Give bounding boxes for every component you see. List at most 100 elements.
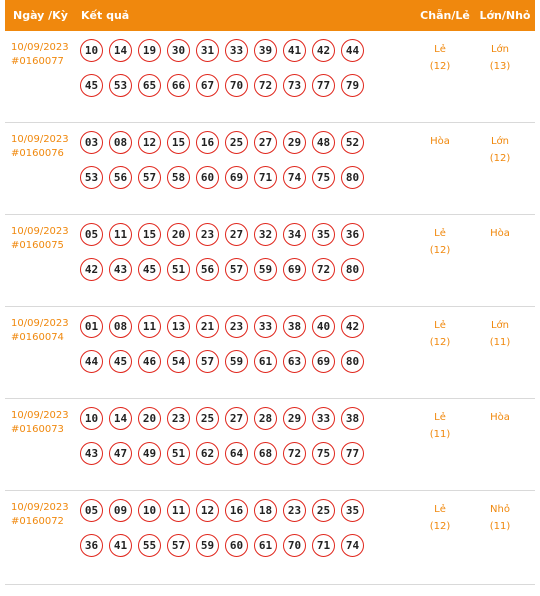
number-ball: 35 <box>341 499 364 522</box>
header-chanle: Chẵn/Lẻ <box>420 9 470 22</box>
number-ball: 70 <box>283 534 306 557</box>
number-ball: 14 <box>109 407 132 430</box>
chanle-value: Lẻ <box>434 228 446 239</box>
number-ball: 80 <box>341 166 364 189</box>
number-ball: 66 <box>167 74 190 97</box>
number-ball: 12 <box>196 499 219 522</box>
number-ball: 20 <box>167 223 190 246</box>
draw-date-cell: 10/09/2023 #0160074 <box>5 307 80 398</box>
number-ball: 61 <box>254 350 277 373</box>
number-ball: 63 <box>283 350 306 373</box>
number-ball: 45 <box>80 74 103 97</box>
draw-id: #0160077 <box>11 56 64 67</box>
lonnho-cell: Lớn (12) <box>470 123 530 214</box>
draw-numbers: 01 08 11 13 21 23 33 38 40 42 44 45 46 54 57 59 61 63 69 80 <box>80 307 410 398</box>
number-ball: 72 <box>283 442 306 465</box>
draw-id: #0160076 <box>11 148 64 159</box>
number-ball: 10 <box>80 39 103 62</box>
number-ball: 42 <box>312 39 335 62</box>
number-line: 01 08 11 13 21 23 33 38 40 42 <box>80 315 410 338</box>
number-line: 43 47 49 51 62 64 68 72 75 77 <box>80 442 410 465</box>
table-row: 10/09/2023 #0160075 05 11 15 20 23 27 32 34 35 36 42… <box>5 215 535 307</box>
number-ball: 46 <box>138 350 161 373</box>
number-ball: 57 <box>196 350 219 373</box>
number-ball: 05 <box>80 499 103 522</box>
number-ball: 23 <box>167 407 190 430</box>
lonnho-cell: Nhỏ (11) <box>470 491 530 584</box>
chanle-cell: Hòa <box>410 123 470 214</box>
chanle-count: (11) <box>429 429 451 440</box>
number-ball: 44 <box>341 39 364 62</box>
number-ball: 33 <box>225 39 248 62</box>
number-ball: 72 <box>254 74 277 97</box>
number-line: 42 43 45 51 56 57 59 69 72 80 <box>80 258 410 281</box>
number-ball: 44 <box>80 350 103 373</box>
number-line: 05 09 10 11 12 16 18 23 25 35 <box>80 499 410 522</box>
number-ball: 67 <box>196 74 219 97</box>
number-ball: 71 <box>254 166 277 189</box>
number-ball: 55 <box>138 534 161 557</box>
number-ball: 41 <box>283 39 306 62</box>
number-ball: 33 <box>254 315 277 338</box>
lonnho-cell: Lớn (11) <box>470 307 530 398</box>
number-ball: 42 <box>341 315 364 338</box>
table-row: 10/09/2023 #0160072 05 09 10 11 12 16 18 23 25 35 36… <box>5 491 535 585</box>
lonnho-cell: Hòa <box>470 399 530 490</box>
number-ball: 27 <box>225 223 248 246</box>
number-ball: 73 <box>283 74 306 97</box>
table-row: 10/09/2023 #0160073 10 14 20 23 25 27 28 29 33 38 43… <box>5 399 535 491</box>
lonnho-count: (11) <box>489 521 511 532</box>
number-ball: 36 <box>341 223 364 246</box>
chanle-count: (12) <box>429 61 451 72</box>
chanle-cell: Lẻ (12) <box>410 215 470 306</box>
number-ball: 56 <box>109 166 132 189</box>
draw-numbers: 10 14 20 23 25 27 28 29 33 38 43 47 49 51 62 64 68 72 75 77 <box>80 399 410 490</box>
draw-date: 10/09/2023 <box>11 318 69 329</box>
lonnho-count: (11) <box>489 337 511 348</box>
table-row: 10/09/2023 #0160074 01 08 11 13 21 23 33 38 40 42 44… <box>5 307 535 399</box>
chanle-value: Lẻ <box>434 412 446 423</box>
header-date: Ngày /Kỳ <box>13 9 68 22</box>
number-ball: 45 <box>109 350 132 373</box>
draw-date-cell: 10/09/2023 #0160072 <box>5 491 80 584</box>
chanle-cell: Lẻ (12) <box>410 307 470 398</box>
number-ball: 40 <box>312 315 335 338</box>
lonnho-value: Lớn <box>490 320 510 331</box>
draw-id: #0160072 <box>11 516 64 527</box>
draw-date-cell: 10/09/2023 #0160077 <box>5 31 80 122</box>
lonnho-value: Lớn <box>490 44 510 55</box>
number-ball: 68 <box>254 442 277 465</box>
number-ball: 79 <box>341 74 364 97</box>
number-ball: 53 <box>80 166 103 189</box>
number-ball: 59 <box>196 534 219 557</box>
number-ball: 69 <box>283 258 306 281</box>
number-ball: 18 <box>254 499 277 522</box>
number-ball: 15 <box>167 131 190 154</box>
number-ball: 27 <box>225 407 248 430</box>
number-ball: 43 <box>109 258 132 281</box>
number-ball: 51 <box>167 258 190 281</box>
number-ball: 41 <box>109 534 132 557</box>
number-ball: 57 <box>225 258 248 281</box>
number-ball: 10 <box>138 499 161 522</box>
number-line: 53 56 57 58 60 69 71 74 75 80 <box>80 166 410 189</box>
number-ball: 19 <box>138 39 161 62</box>
number-ball: 15 <box>138 223 161 246</box>
number-ball: 74 <box>283 166 306 189</box>
draw-date: 10/09/2023 <box>11 42 69 53</box>
number-ball: 32 <box>254 223 277 246</box>
number-ball: 69 <box>312 350 335 373</box>
number-ball: 49 <box>138 442 161 465</box>
table-row: 10/09/2023 #0160076 03 08 12 15 16 25 27 29 48 52 53… <box>5 123 535 215</box>
number-ball: 53 <box>109 74 132 97</box>
number-ball: 65 <box>138 74 161 97</box>
number-ball: 23 <box>225 315 248 338</box>
number-ball: 48 <box>312 131 335 154</box>
chanle-cell: Lẻ (12) <box>410 31 470 122</box>
number-ball: 25 <box>225 131 248 154</box>
draw-id: #0160074 <box>11 332 64 343</box>
number-ball: 80 <box>341 350 364 373</box>
number-ball: 16 <box>225 499 248 522</box>
number-ball: 45 <box>138 258 161 281</box>
number-ball: 58 <box>167 166 190 189</box>
